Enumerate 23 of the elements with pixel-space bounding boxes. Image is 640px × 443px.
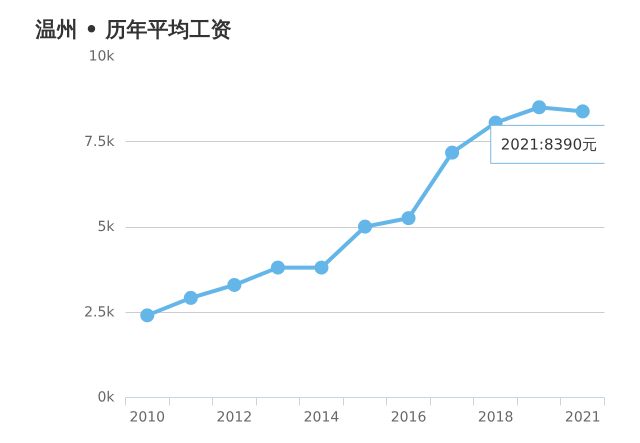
y-tick-label: 7.5k: [84, 134, 116, 150]
point: [270, 260, 285, 275]
y-tick-label: 5k: [97, 219, 116, 235]
point: [184, 290, 198, 305]
x-tick-label: 2014: [304, 410, 340, 426]
point: [314, 260, 328, 275]
point: [358, 220, 372, 234]
point: [532, 100, 546, 114]
point: [402, 211, 416, 226]
x-tick-label: 2012: [216, 410, 252, 426]
x-tick-label: 2018: [478, 410, 514, 426]
x-tick-label: 2016: [390, 410, 426, 426]
point: [445, 146, 460, 160]
chart-title: 温州 • 历年平均工资: [34, 18, 232, 42]
y-tick-label: 10k: [88, 48, 116, 64]
annotation: 2021:8390元: [500, 135, 598, 154]
y-tick-label: 2.5k: [84, 304, 116, 320]
point: [227, 278, 242, 292]
y-tick-label: 0k: [97, 390, 116, 406]
point: [576, 104, 590, 118]
x-tick-label: 2021: [564, 410, 601, 426]
point: [140, 308, 154, 322]
x-tick-label: 2010: [129, 410, 166, 426]
